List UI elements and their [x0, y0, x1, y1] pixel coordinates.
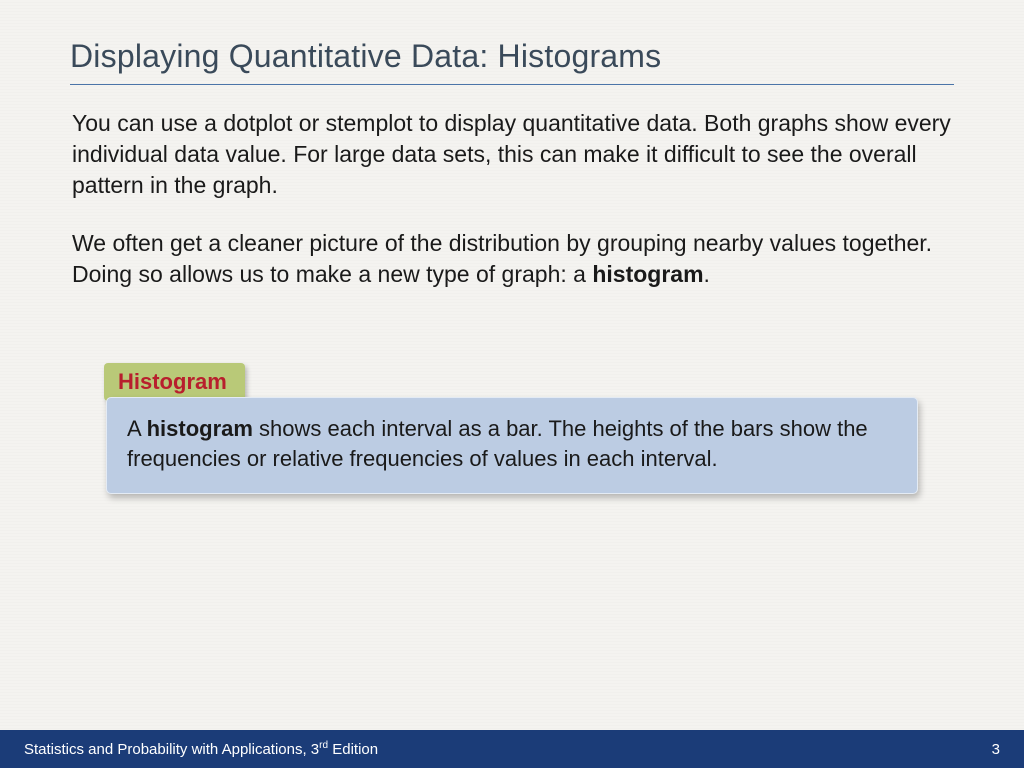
footer-bar: Statistics and Probability with Applicat… [0, 730, 1024, 768]
definition-box: A histogram shows each interval as a bar… [106, 397, 918, 494]
footer-book-sup: rd [319, 740, 328, 751]
definition-callout: Histogram A histogram shows each interva… [106, 363, 918, 494]
slide: Displaying Quantitative Data: Histograms… [0, 0, 1024, 768]
definition-tab: Histogram [104, 363, 245, 401]
paragraph-2-text-b: . [704, 261, 710, 287]
paragraph-2: We often get a cleaner picture of the di… [72, 228, 952, 290]
footer-book-title: Statistics and Probability with Applicat… [24, 740, 378, 758]
paragraph-1: You can use a dotplot or stemplot to dis… [72, 108, 952, 201]
paragraph-2-bold: histogram [592, 261, 703, 287]
footer-book-a: Statistics and Probability with Applicat… [24, 741, 319, 758]
slide-title: Displaying Quantitative Data: Histograms [70, 38, 661, 75]
footer-book-b: Edition [328, 741, 378, 758]
title-underline [70, 84, 954, 85]
definition-text-a: A [127, 416, 147, 441]
page-number: 3 [992, 741, 1000, 758]
paragraph-2-text-a: We often get a cleaner picture of the di… [72, 230, 932, 287]
definition-bold: histogram [147, 416, 253, 441]
